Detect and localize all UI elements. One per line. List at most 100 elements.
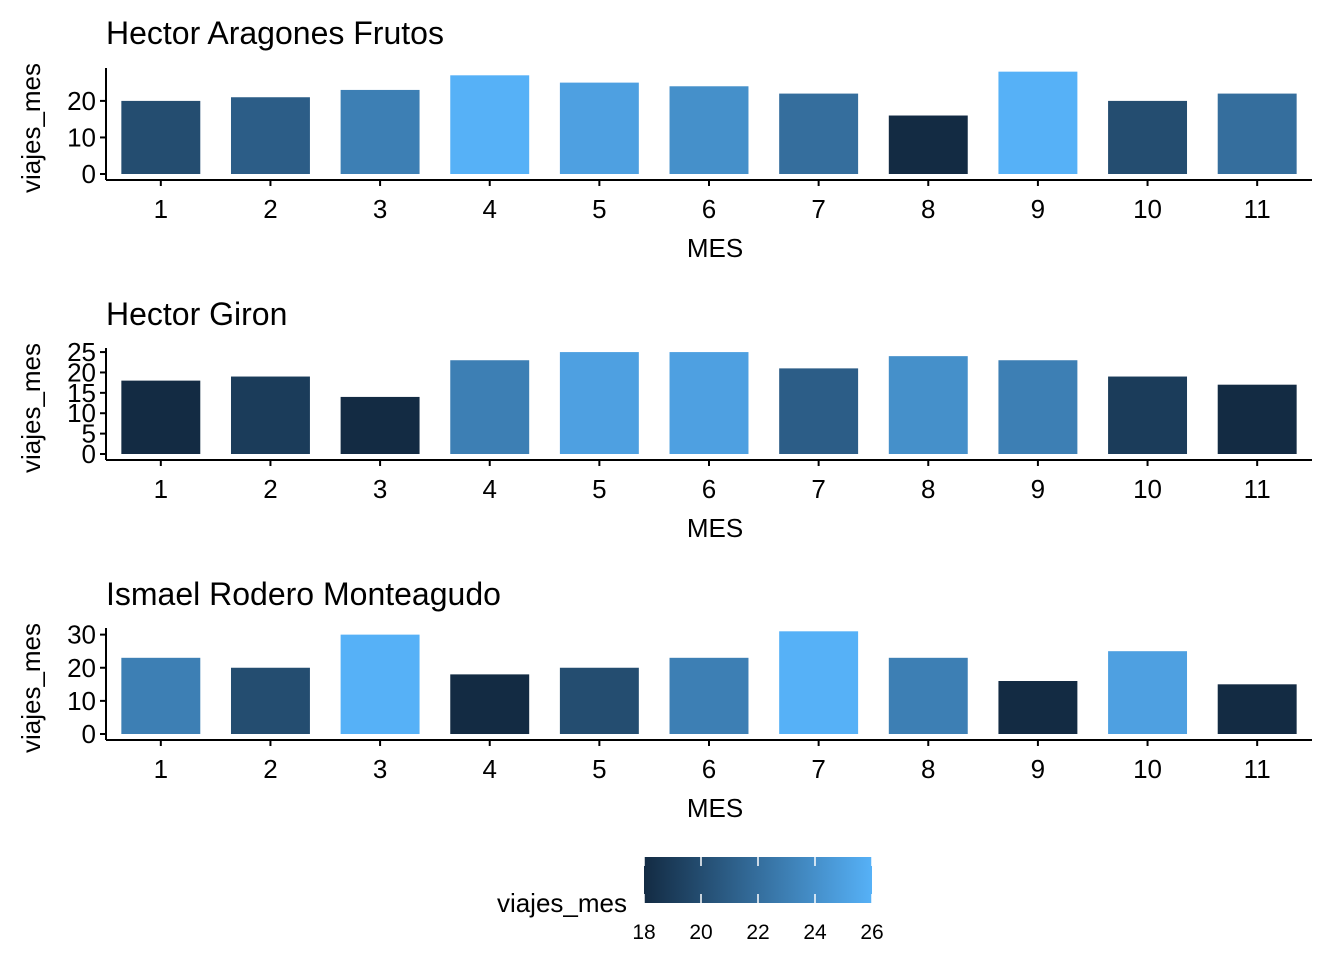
bar-mes-10 <box>1108 651 1188 734</box>
x-tick-label: 5 <box>592 194 606 224</box>
bar-mes-3 <box>340 396 420 454</box>
x-tick-label: 3 <box>373 754 387 784</box>
bar-mes-1 <box>121 100 201 174</box>
y-tick-label: 10 <box>67 398 96 428</box>
legend-tick-label: 18 <box>632 921 655 944</box>
y-tick-label: 20 <box>67 653 96 683</box>
x-tick-label: 1 <box>154 194 168 224</box>
x-tick-label: 8 <box>921 754 935 784</box>
bar-mes-5 <box>559 352 639 454</box>
y-tick-label: 15 <box>67 378 96 408</box>
x-tick-label: 10 <box>1133 754 1162 784</box>
legend-tick-label: 20 <box>689 921 712 944</box>
panel-title: Hector Giron <box>106 296 287 332</box>
x-tick-label: 11 <box>1244 754 1271 784</box>
x-tick-label: 8 <box>921 194 935 224</box>
legend-tick-label: 26 <box>860 921 883 944</box>
x-tick-label: 9 <box>1031 754 1045 784</box>
bar-mes-8 <box>888 115 968 174</box>
x-tick-label: 4 <box>482 194 496 224</box>
x-tick-label: 10 <box>1133 194 1162 224</box>
bar-mes-7 <box>779 93 859 174</box>
panel-title: Ismael Rodero Monteagudo <box>106 576 501 612</box>
bar-mes-6 <box>669 86 749 174</box>
x-tick-label: 7 <box>811 474 825 504</box>
x-tick-label: 1 <box>154 754 168 784</box>
x-tick-label: 10 <box>1133 474 1162 504</box>
x-tick-label: 5 <box>592 474 606 504</box>
panel-title: Hector Aragones Frutos <box>106 15 444 51</box>
x-tick-label: 2 <box>263 194 277 224</box>
x-tick-label: 9 <box>1031 194 1045 224</box>
x-tick-label: 6 <box>702 474 716 504</box>
x-axis-title: MES <box>687 793 743 823</box>
x-axis-title: MES <box>687 513 743 543</box>
x-tick-label: 1 <box>154 474 168 504</box>
bar-mes-3 <box>340 634 420 735</box>
y-tick-label: 0 <box>82 159 96 189</box>
x-tick-label: 4 <box>482 754 496 784</box>
x-tick-label: 8 <box>921 474 935 504</box>
x-tick-label: 3 <box>373 474 387 504</box>
bar-mes-6 <box>669 657 749 734</box>
bar-mes-2 <box>230 667 310 734</box>
bar-mes-1 <box>121 657 201 734</box>
y-tick-label: 20 <box>67 86 96 116</box>
x-tick-label: 4 <box>482 474 496 504</box>
bar-mes-5 <box>559 82 639 174</box>
x-axis-title: MES <box>687 233 743 263</box>
y-tick-label: 20 <box>67 357 96 387</box>
x-tick-label: 2 <box>263 474 277 504</box>
bar-mes-3 <box>340 89 420 174</box>
y-tick-label: 0 <box>82 439 96 469</box>
bar-mes-8 <box>888 657 968 734</box>
y-axis-title: viajes_mes <box>16 343 46 473</box>
x-tick-label: 11 <box>1244 194 1271 224</box>
y-axis-title: viajes_mes <box>16 623 46 753</box>
x-tick-label: 3 <box>373 194 387 224</box>
bar-mes-10 <box>1108 100 1188 174</box>
bar-mes-9 <box>998 360 1078 454</box>
x-tick-label: 2 <box>263 754 277 784</box>
bar-mes-11 <box>1217 93 1297 174</box>
y-tick-label: 25 <box>67 337 96 367</box>
bar-mes-4 <box>450 674 530 735</box>
y-axis-title: viajes_mes <box>16 63 46 193</box>
x-tick-label: 6 <box>702 194 716 224</box>
bar-mes-4 <box>450 75 530 174</box>
x-tick-label: 7 <box>811 754 825 784</box>
y-tick-label: 10 <box>67 686 96 716</box>
bar-mes-9 <box>998 681 1078 734</box>
y-tick-label: 0 <box>82 719 96 749</box>
x-tick-label: 6 <box>702 754 716 784</box>
bar-mes-11 <box>1217 684 1297 734</box>
legend-tick-label: 24 <box>803 921 827 944</box>
y-tick-label: 10 <box>67 122 96 152</box>
x-tick-label: 9 <box>1031 474 1045 504</box>
legend-tick-label: 22 <box>746 921 769 944</box>
bar-mes-4 <box>450 360 530 454</box>
bar-mes-7 <box>779 368 859 454</box>
bar-mes-2 <box>230 97 310 174</box>
bar-mes-9 <box>998 71 1078 174</box>
legend-title: viajes_mes <box>497 888 627 918</box>
bar-mes-6 <box>669 352 749 454</box>
bar-mes-5 <box>559 667 639 734</box>
bar-mes-1 <box>121 380 201 454</box>
x-tick-label: 11 <box>1244 474 1271 504</box>
bar-mes-7 <box>779 631 859 734</box>
bar-mes-10 <box>1108 376 1188 454</box>
bar-mes-2 <box>230 376 310 454</box>
panel-hector-aragones-frutos: Hector Aragones Frutos 0 10 20 1 2 3 4 5 6 7 8 9 10 11… <box>16 15 1312 263</box>
bar-mes-11 <box>1217 384 1297 454</box>
x-tick-label: 5 <box>592 754 606 784</box>
bar-mes-8 <box>888 356 968 454</box>
y-tick-label: 5 <box>82 419 96 449</box>
x-tick-label: 7 <box>811 194 825 224</box>
y-tick-label: 30 <box>67 620 96 650</box>
